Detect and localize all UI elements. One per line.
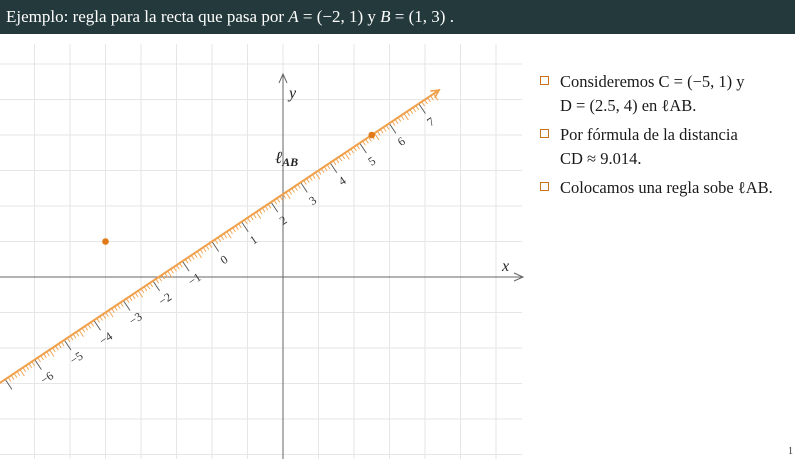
bullet-list: Consideremos C = (−5, 1) y D = (2.5, 4) e… (539, 70, 795, 205)
ruler-number: −4 (97, 329, 115, 348)
grid (0, 44, 522, 459)
ruler-tick (211, 241, 220, 252)
ruler-number: 2 (277, 213, 290, 228)
bullet-box-icon (540, 76, 549, 85)
ruler-number: 6 (395, 134, 408, 149)
ruler-tick (196, 251, 203, 259)
ruler-tick (241, 221, 249, 233)
title-conjunction: y (367, 7, 376, 26)
slide-title: Ejemplo: regla para la recta que pasa po… (6, 7, 454, 27)
ruler-tick (167, 270, 173, 278)
ruler-tick (63, 339, 72, 351)
title-prefix: Ejemplo: regla para la recta que pasa po… (6, 7, 285, 26)
title-bar: Ejemplo: regla para la recta que pasa po… (0, 0, 795, 34)
ruler-number: −6 (38, 368, 56, 387)
point-b-coords: = (1, 3) . (394, 7, 454, 26)
axes: x y (0, 72, 525, 459)
page-number: 1 (788, 446, 793, 457)
ruler-tick (78, 329, 84, 338)
ruler-tick (108, 310, 114, 318)
ruler-tick (374, 132, 380, 141)
points (102, 131, 376, 245)
point-c (102, 238, 109, 245)
ruler-number: −1 (185, 270, 203, 289)
ruler-tick (19, 369, 25, 377)
line-ab (0, 89, 440, 385)
point-b-name: B (380, 7, 391, 26)
ruler-tick (403, 113, 409, 121)
bullet-item: Consideremos C = (−5, 1) y D = (2.5, 4) e… (539, 70, 795, 118)
ruler-tick (226, 231, 232, 239)
ruler-tick (137, 290, 143, 298)
ruler-number: 7 (424, 114, 437, 129)
line-ab-arrow (430, 89, 441, 99)
ruler-tick (329, 162, 338, 173)
ruler-tick (4, 379, 13, 390)
x-axis-label: x (501, 258, 509, 275)
bullet-text-line2: CD ≈ 9.014. (560, 149, 642, 168)
bullet-text-line1: Consideremos C = (−5, 1) y (560, 72, 745, 91)
ruler-tick (315, 172, 321, 180)
y-axis-arrow (278, 72, 288, 84)
point-d (368, 131, 376, 139)
bullet-item: Por fórmula de la distancia CD ≈ 9.014. (539, 123, 795, 171)
point-a-coords: = (−2, 1) (302, 7, 364, 26)
bullet-box-icon (540, 182, 549, 191)
ruler-tick (344, 152, 350, 160)
ruler-tick (270, 201, 279, 213)
ruler-number: 4 (336, 173, 349, 188)
ruler-tick (418, 103, 426, 114)
ruler-number: 0 (218, 252, 231, 267)
bullet-box-icon (540, 129, 549, 138)
ruler-tick (93, 320, 101, 331)
bullet-item: Colocamos una regla sobe ℓAB. (539, 176, 795, 200)
ruler-tick (123, 300, 131, 311)
x-axis-arrow (513, 272, 525, 282)
ruler-tick (182, 260, 190, 272)
bullet-text-line1: Colocamos una regla sobe ℓAB. (560, 178, 773, 197)
ruler-number: 1 (247, 232, 260, 247)
point-a-name: A (288, 7, 299, 26)
ruler-tick (49, 349, 55, 357)
ruler-tick (359, 142, 367, 154)
ruler-tick (34, 359, 42, 370)
ruler-tick (388, 123, 397, 134)
ruler-tick (152, 280, 160, 292)
bullet-text-line2: D = (2.5, 4) en ℓAB. (560, 96, 697, 115)
ruler-number: 5 (365, 154, 378, 169)
ruler-tick (300, 182, 308, 193)
ruler-tick (285, 192, 291, 200)
bullet-text-line1: Por fórmula de la distancia (560, 125, 738, 144)
y-axis-label: y (287, 85, 297, 102)
line-label: ℓAB (275, 148, 298, 169)
ruler-tick (255, 211, 262, 219)
ruler-number: −2 (156, 290, 174, 309)
